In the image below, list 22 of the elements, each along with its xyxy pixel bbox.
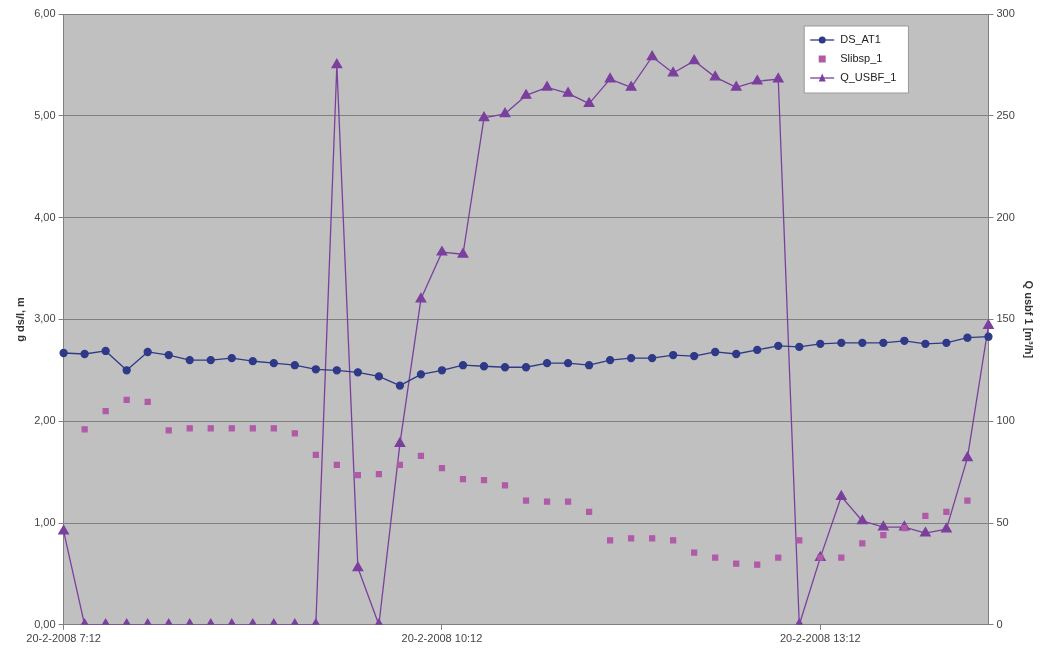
y-tick-label: 1,00 xyxy=(34,516,56,529)
y-tick-label: 2,00 xyxy=(34,414,56,427)
y2-tick-label: 50 xyxy=(996,516,1009,529)
x-tick-label: 20-2-2008 7:12 xyxy=(26,632,101,645)
legend-label: Slibsp_1 xyxy=(840,52,883,65)
legend-label: DS_AT1 xyxy=(840,33,881,46)
y-tick-label: 3,00 xyxy=(34,312,56,325)
x-tick-label: 20-2-2008 10:12 xyxy=(401,632,483,645)
y2-tick-label: 150 xyxy=(996,312,1015,325)
x-tick-label: 20-2-2008 13:12 xyxy=(779,632,861,645)
y2-tick-label: 100 xyxy=(996,414,1015,427)
y2-tick-label: 300 xyxy=(996,7,1015,20)
y2-axis-title: Q usbf 1 [m³/h] xyxy=(1023,280,1036,359)
y-tick-label: 5,00 xyxy=(34,108,56,121)
y2-tick-label: 0 xyxy=(996,617,1003,630)
y-axis-title: g ds/l, m xyxy=(13,296,26,342)
y2-tick-label: 250 xyxy=(996,108,1015,121)
y-tick-label: 0,00 xyxy=(34,617,56,630)
legend-label: Q_USBF_1 xyxy=(840,71,897,84)
y2-tick-label: 200 xyxy=(996,210,1015,223)
y-tick-label: 4,00 xyxy=(34,210,56,223)
y-tick-label: 6,00 xyxy=(34,7,56,20)
